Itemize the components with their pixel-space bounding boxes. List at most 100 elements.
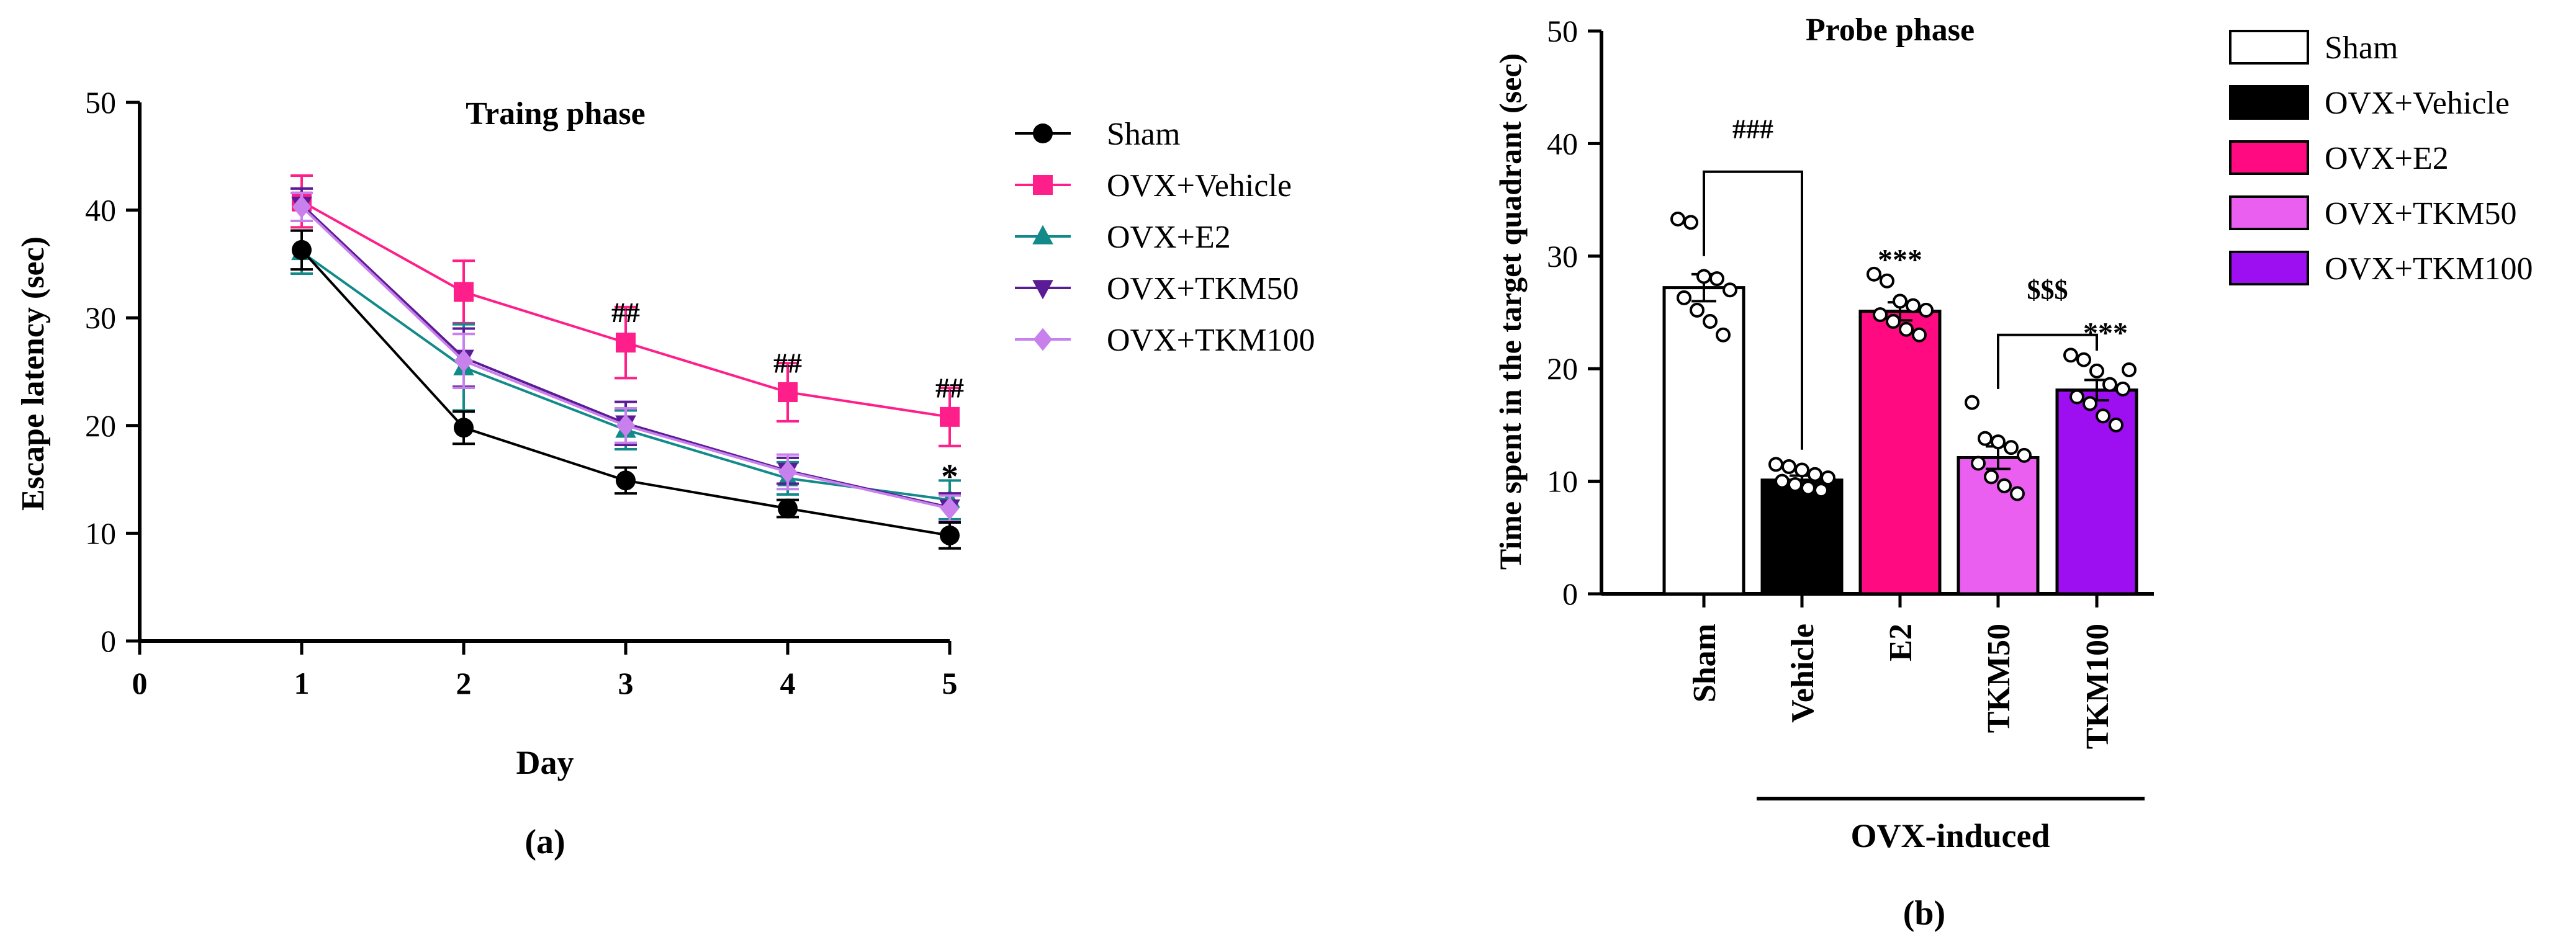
data-point	[1703, 314, 1718, 329]
data-point	[2096, 408, 2110, 424]
data-point	[2069, 389, 2084, 405]
legend-swatch	[2229, 195, 2309, 230]
legend-label: OVX+TKM50	[2325, 196, 2517, 231]
panel-b-annotations: ### *** $$$ ***	[1703, 114, 2128, 450]
data-point	[1886, 314, 1901, 329]
panel-a-y-tick-label: 30	[85, 300, 116, 335]
bar-group-e2	[1858, 266, 1942, 596]
panel-b-bar-chart: Probe phase Time spent in the target qua…	[1493, 12, 2533, 933]
panel-b-x-tick-label: E2	[1883, 624, 1919, 661]
panel-a-title: Traing phase	[466, 96, 645, 132]
panel-b-x-tick-label: TKM50	[1981, 624, 2017, 733]
data-point	[2010, 486, 2025, 501]
panel-a-significance-mark: ##	[935, 372, 964, 404]
data-point	[2109, 417, 2123, 432]
data-point	[2102, 377, 2117, 392]
data-point	[1801, 480, 1816, 496]
data-point	[1709, 271, 1724, 287]
panel-b-caption: (b)	[1903, 894, 1945, 933]
data-point	[1821, 470, 1835, 486]
data-point	[1781, 459, 1796, 475]
bar	[1760, 478, 1844, 596]
panel-a-series	[290, 174, 961, 550]
data-point	[1677, 290, 1691, 305]
bar	[1662, 286, 1745, 596]
panel-b-y-tick-label: 50	[1547, 14, 1578, 48]
panel-a-y-tick-label: 20	[85, 408, 116, 443]
legend-item: OVX+E2	[2229, 140, 2449, 176]
legend-swatch	[2229, 251, 2309, 285]
data-point	[1723, 282, 1737, 298]
panel-a-x-tick-label: 2	[456, 666, 472, 701]
significance-bracket	[1997, 333, 2098, 389]
bar-group-sham	[1662, 211, 1745, 596]
legend-label: Sham	[2325, 30, 2398, 66]
legend-label: Sham	[1107, 117, 1180, 152]
legend-marker	[1033, 328, 1053, 351]
data-point	[1808, 467, 1822, 482]
data-point	[1919, 302, 1934, 318]
data-point	[1775, 473, 1790, 489]
data-point	[616, 414, 636, 437]
panel-a-y-axis-title: Escape latency (sec)	[16, 236, 51, 511]
data-point	[1683, 215, 1698, 230]
data-point	[2004, 440, 2019, 455]
data-point	[2089, 363, 2104, 379]
data-point	[1670, 211, 1685, 226]
panel-a-x-axis-title: Day	[516, 744, 574, 781]
panel-a-y-tick-label: 0	[101, 624, 116, 658]
significance-label: ***	[2083, 316, 2128, 349]
panel-b-y-tick-label: 20	[1547, 351, 1578, 386]
legend-item: OVX+TKM100	[2229, 251, 2533, 287]
panel-b-y-axis-title: Time spent in the target quadrant (sec)	[1493, 53, 1528, 570]
panel-a-y-tick-label: 40	[85, 193, 116, 228]
legend-label: OVX+Vehicle	[2325, 86, 2510, 121]
data-point	[1971, 455, 1986, 471]
panel-b-x-tick-label: TKM100	[2080, 624, 2115, 749]
legend-label: OVX+TKM100	[2325, 251, 2533, 287]
data-point	[1991, 434, 2006, 450]
panel-a-annotations: ## ## ## *	[611, 297, 964, 496]
data-point	[1912, 327, 1927, 343]
series-sham	[290, 229, 961, 550]
bar-group-tkm50	[1957, 395, 2040, 596]
panel-b-title: Probe phase	[1806, 12, 1975, 48]
data-point	[292, 195, 312, 218]
data-point	[1814, 483, 1829, 498]
data-point	[1906, 298, 1921, 313]
panel-b-x-tick-label: Sham	[1687, 624, 1723, 702]
legend-label: OVX+E2	[1107, 220, 1231, 255]
bar-group-tkm100	[2055, 347, 2138, 596]
legend-marker	[1033, 123, 1053, 143]
data-point	[1984, 469, 1999, 485]
panel-a-x-tick-label: 4	[780, 666, 796, 701]
data-point	[940, 525, 960, 545]
legend-item: OVX+TKM100	[1015, 323, 1315, 358]
panel-b-y-tick-label: 40	[1547, 126, 1578, 161]
legend-label: OVX+TKM100	[1107, 323, 1315, 358]
legend-item: Sham	[2229, 30, 2398, 66]
panel-a-line-chart: Traing phase Day Escape latency (sec) (a…	[16, 85, 1315, 861]
panel-a-significance-mark: ##	[611, 297, 640, 328]
data-point	[2063, 347, 2078, 363]
legend-marker	[1032, 280, 1053, 300]
significance-label: ***	[1878, 244, 1922, 277]
legend-item: Sham	[1015, 117, 1180, 152]
panel-a-y-tick-label: 50	[85, 85, 116, 120]
data-point	[1867, 266, 1881, 282]
data-point	[940, 497, 960, 520]
panel-b-y-tick-label: 0	[1562, 576, 1578, 611]
data-point	[1716, 327, 1731, 343]
panel-a-significance-mark: ##	[773, 347, 802, 379]
data-point	[454, 282, 474, 302]
data-point	[2115, 381, 2130, 397]
data-point	[778, 382, 798, 402]
data-point	[2083, 396, 2097, 411]
legend-marker	[1032, 225, 1053, 244]
data-point	[616, 333, 636, 353]
panel-b-y-tick-label: 10	[1547, 464, 1578, 499]
data-point	[1965, 395, 1979, 410]
data-point	[1893, 294, 1907, 309]
